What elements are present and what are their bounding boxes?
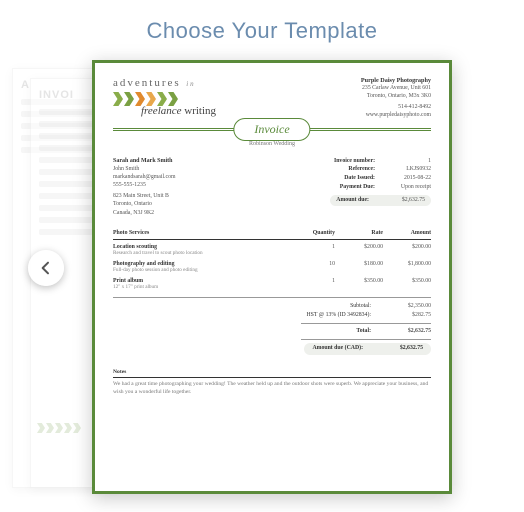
logo-script: freelance writing — [141, 105, 216, 117]
th-service: Photo Services — [113, 227, 295, 240]
client-email: markandsarah@gmail.com — [113, 173, 175, 181]
inv-number-label: Invoice number: — [334, 157, 375, 166]
th-qty: Quantity — [295, 227, 335, 240]
inv-date: 2015-08-22 — [383, 174, 431, 183]
company-site: www.purpledaisyphoto.com — [361, 112, 431, 120]
amount-due-label: Amount due (CAD): — [312, 344, 363, 353]
inv-ref: LKJS0932 — [383, 165, 431, 174]
chevron-left-icon — [38, 260, 54, 276]
invoice-badge: Invoice — [233, 118, 310, 141]
tax-value: $282.75 — [383, 311, 431, 320]
line-items-table: Photo Services Quantity Rate Amount Loca… — [113, 227, 431, 291]
company-block: Purple Daisy Photography 235 Carlaw Aven… — [361, 77, 431, 120]
subtotal-label: Subtotal: — [350, 302, 371, 311]
previous-arrow-button[interactable] — [28, 250, 64, 286]
inv-amount-label: Amount due: — [336, 196, 369, 205]
client-addr1: 823 Main Street, Unit B — [113, 192, 175, 200]
notes-heading: Notes — [113, 369, 431, 378]
client-phone: 555-555-1235 — [113, 181, 175, 189]
total-value: $2,632.75 — [383, 327, 431, 336]
logo-chevrons — [113, 92, 216, 106]
company-addr2: Toronto, Ontario, M3x 3K0 — [361, 93, 431, 101]
invoice-template-preview[interactable]: adventures in freelance writing Purple D… — [92, 60, 452, 494]
client-name: Sarah and Mark Smith — [113, 157, 175, 165]
table-row: Print album12" x 17" print album1$350.00… — [113, 274, 431, 291]
company-name: Purple Daisy Photography — [361, 77, 431, 85]
inv-due-label: Payment Due: — [340, 183, 375, 192]
logo-word-1: adventures — [113, 77, 181, 89]
tax-label: HST @ 13% (ID 3492834): — [307, 311, 372, 320]
company-addr1: 235 Carlaw Avenue, Unit 601 — [361, 85, 431, 93]
client-addr2: Toronto, Ontario — [113, 200, 175, 208]
invoice-subtitle: Robinson Wedding — [113, 141, 431, 147]
inv-amount: $2,632.75 — [377, 196, 425, 205]
th-rate: Rate — [335, 227, 383, 240]
invoice-meta: Invoice number: 1 Reference: LKJS0932 Date… — [330, 157, 431, 217]
inv-due: Upon receipt — [383, 183, 431, 192]
title-rule: Invoice Robinson Wedding — [113, 128, 431, 147]
th-amount: Amount — [383, 227, 431, 240]
client-addr3: Canada, N3J 9K2 — [113, 209, 175, 217]
notes-body: We had a great time photographing your w… — [113, 381, 431, 397]
total-label: Total: — [356, 327, 371, 336]
totals-block: Subtotal: $2,350.00 HST @ 13% (ID 3492834… — [113, 297, 431, 355]
subtotal-value: $2,350.00 — [383, 302, 431, 311]
inv-ref-label: Reference: — [348, 165, 375, 174]
company-phone: 514-412-8492 — [361, 104, 431, 112]
template-carousel: A INVOI adventures in freelance — [0, 60, 524, 500]
amount-due-value: $2,632.75 — [375, 344, 423, 353]
template-header: adventures in freelance writing Purple D… — [113, 77, 431, 120]
inv-date-label: Date Issued: — [344, 174, 375, 183]
client-block: Sarah and Mark Smith John Smith markands… — [113, 157, 175, 217]
inv-number: 1 — [383, 157, 431, 166]
table-row: Location scoutingResearch and travel to … — [113, 239, 431, 257]
notes-block: Notes We had a great time photographing … — [113, 369, 431, 397]
logo-word-2: in — [186, 80, 195, 88]
client-contact: John Smith — [113, 165, 175, 173]
logo: adventures in freelance writing — [113, 77, 216, 120]
meta-row: Sarah and Mark Smith John Smith markands… — [113, 157, 431, 217]
table-row: Photography and editingFull-day photo se… — [113, 257, 431, 274]
page-heading: Choose Your Template — [0, 0, 524, 60]
